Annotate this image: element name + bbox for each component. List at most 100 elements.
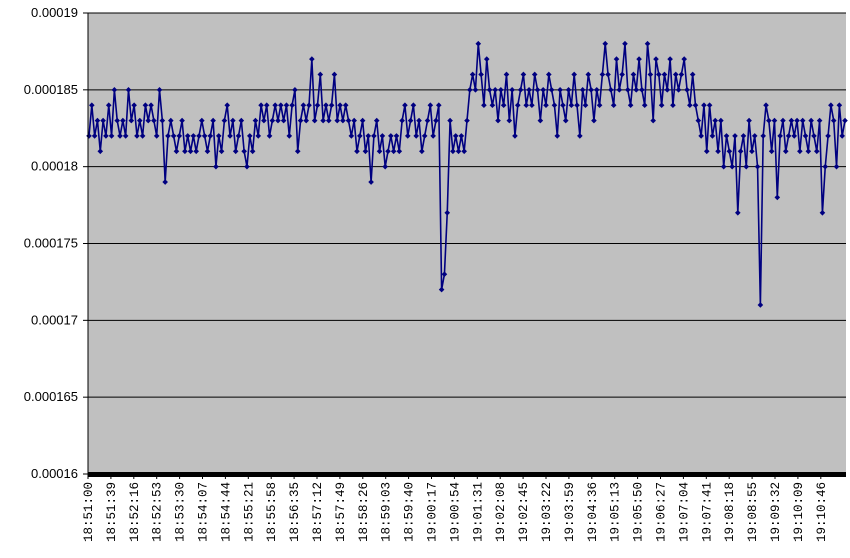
x-tick-label: 19:03:22 <box>540 482 554 542</box>
data-point <box>788 117 795 124</box>
data-point <box>371 133 377 139</box>
data-point <box>388 133 394 139</box>
data-point <box>701 102 707 108</box>
data-point <box>585 71 592 78</box>
data-point <box>275 117 281 124</box>
data-point <box>582 102 589 108</box>
data-point <box>481 102 487 108</box>
data-point <box>616 87 623 93</box>
data-point <box>458 133 465 139</box>
x-tick-label: 19:02:45 <box>517 482 531 542</box>
data-point <box>278 102 284 108</box>
data-point <box>661 71 668 78</box>
data-point <box>263 102 270 108</box>
data-point <box>224 102 231 108</box>
data-point <box>816 117 823 124</box>
data-point <box>577 133 583 139</box>
data-point <box>780 117 786 124</box>
data-point <box>210 117 216 124</box>
data-point <box>647 71 654 78</box>
data-point <box>828 102 834 108</box>
data-point <box>230 117 236 124</box>
data-point <box>605 71 611 78</box>
data-point <box>159 117 166 124</box>
data-point <box>763 102 769 108</box>
data-point <box>672 71 679 78</box>
data-point <box>297 117 304 124</box>
data-point <box>574 102 580 108</box>
data-point <box>328 102 335 108</box>
data-point <box>802 133 809 139</box>
data-point <box>351 117 357 124</box>
data-point <box>252 117 259 124</box>
data-point <box>571 71 577 78</box>
y-tick-label: 0.00016 <box>31 466 78 481</box>
data-point <box>543 102 549 108</box>
data-point <box>768 148 775 155</box>
x-tick-label: 18:51:00 <box>82 482 96 542</box>
data-point <box>433 117 439 124</box>
data-point <box>670 102 676 108</box>
data-point <box>424 117 431 124</box>
data-point <box>836 102 843 108</box>
data-point <box>833 163 840 170</box>
data-point <box>641 102 648 108</box>
data-point <box>813 148 820 155</box>
data-point <box>825 133 831 139</box>
data-point <box>266 133 273 139</box>
data-point <box>684 87 690 93</box>
data-point <box>294 148 301 155</box>
data-point <box>320 117 326 124</box>
data-point <box>560 102 566 108</box>
data-point <box>619 71 625 78</box>
data-point <box>656 71 662 78</box>
data-point <box>215 133 222 139</box>
data-point <box>732 133 738 139</box>
data-point <box>540 87 546 93</box>
data-point <box>379 133 386 139</box>
x-tick-label: 18:54:07 <box>197 482 211 542</box>
data-point <box>644 40 651 47</box>
x-tick-label: 18:56:35 <box>288 482 302 542</box>
data-point <box>362 148 369 155</box>
data-point <box>283 102 290 108</box>
data-point <box>839 133 845 139</box>
data-point <box>427 102 434 108</box>
data-point <box>413 133 420 139</box>
x-tick-label: 19:09:32 <box>769 482 783 542</box>
data-point <box>602 40 609 47</box>
data-point <box>579 87 586 93</box>
data-point <box>593 87 600 93</box>
data-point <box>218 148 225 155</box>
x-tick-label: 19:10:09 <box>792 482 806 542</box>
data-point <box>797 148 803 155</box>
data-point <box>114 117 121 124</box>
data-point <box>777 133 783 139</box>
y-tick-label: 0.00018 <box>31 159 78 174</box>
data-point <box>134 133 140 139</box>
x-tick-label: 18:51:39 <box>105 482 119 542</box>
data-point <box>105 102 112 108</box>
data-point <box>303 117 310 124</box>
data-point <box>182 148 188 155</box>
data-point <box>340 117 346 124</box>
data-point <box>170 133 177 139</box>
data-point <box>117 133 123 139</box>
y-tick-label: 0.000165 <box>24 389 78 404</box>
data-point <box>461 148 467 155</box>
data-point <box>311 117 318 124</box>
x-tick-label: 19:07:04 <box>677 482 691 542</box>
data-point <box>703 148 710 155</box>
x-tick-label: 19:08:55 <box>746 482 760 542</box>
x-tick-label: 19:00:54 <box>448 482 462 542</box>
data-point <box>720 163 727 170</box>
data-point <box>588 87 594 93</box>
data-point <box>402 102 408 108</box>
data-point <box>557 87 563 93</box>
data-point <box>410 102 417 108</box>
data-point <box>455 148 462 155</box>
data-point <box>754 163 761 170</box>
data-point <box>416 117 422 124</box>
x-axis-line <box>88 472 846 477</box>
data-point <box>698 133 704 139</box>
